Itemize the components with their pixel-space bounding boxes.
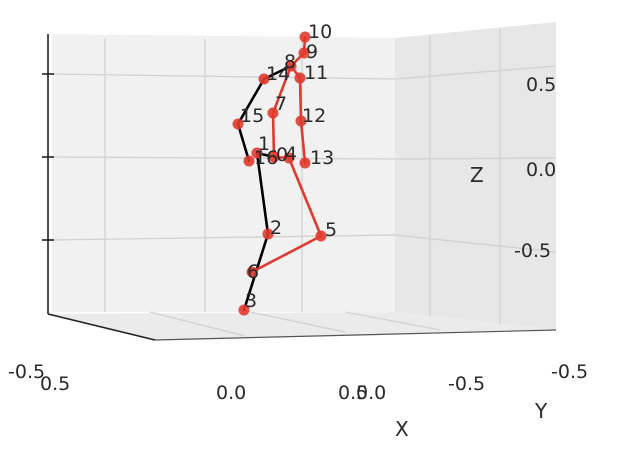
joint-label: 10	[308, 21, 332, 43]
back-pane-right	[395, 22, 556, 330]
axis-labels: X Y Z	[395, 163, 548, 441]
joint-marker	[294, 72, 306, 84]
axes-grid	[51, 29, 557, 337]
joint-label: 3	[245, 290, 257, 312]
joint-label: 0	[276, 144, 288, 166]
y-tick-label: 0.0	[356, 382, 386, 404]
z-axis-label: Z	[470, 163, 484, 187]
joint-marker	[243, 155, 255, 167]
joint-marker	[315, 230, 327, 242]
bone	[255, 151, 270, 236]
joint-marker	[268, 151, 280, 163]
joint-marker	[238, 304, 250, 316]
joint-label: 4	[285, 143, 297, 165]
joint-label: 16	[254, 147, 278, 169]
axes-spines	[42, 34, 557, 341]
axes-panes	[48, 22, 556, 340]
joint-label: 5	[325, 219, 337, 241]
grid-line	[51, 65, 557, 80]
grid-line	[149, 311, 246, 337]
joint-marker	[232, 118, 244, 130]
joint-marker	[285, 60, 297, 72]
joint-marker	[299, 31, 311, 43]
joint-marker	[251, 147, 263, 159]
joint-label: 7	[275, 93, 287, 115]
joint-label: 15	[240, 105, 264, 127]
grid-line	[51, 156, 557, 160]
joint-label: 11	[304, 62, 328, 84]
y-axis-label: Y	[534, 399, 548, 423]
y-axis-spine	[154, 329, 557, 341]
axes-ticks: 0.50.0-0.5-0.50.0 0.50.5 0.0 -0.5-0.5	[8, 74, 588, 404]
x-tick-label: 0.0	[216, 382, 246, 404]
bone	[287, 156, 323, 238]
x-axis-spine	[47, 313, 156, 341]
joint-label: 14	[266, 63, 290, 85]
back-pane-left	[52, 34, 395, 312]
joint-marker	[295, 115, 307, 127]
bone	[298, 76, 303, 123]
joint-marker	[267, 107, 279, 119]
joint-marker	[283, 152, 295, 164]
x-tick-label: 0.5	[338, 382, 368, 404]
bone	[236, 77, 266, 126]
x-axis-label: X	[395, 417, 409, 441]
joint-marker	[262, 228, 274, 240]
joint-label: 6	[247, 261, 259, 283]
grid-line	[249, 311, 346, 333]
joint-marker	[298, 47, 310, 59]
grid-line	[344, 311, 441, 331]
bone	[236, 122, 251, 163]
joint-label: 8	[284, 51, 296, 73]
bone	[250, 234, 323, 274]
y-tick-label: -0.5	[551, 361, 588, 383]
z-tick-label: -0.5	[514, 240, 551, 262]
joint-label: 1	[258, 133, 270, 155]
bone	[271, 64, 293, 115]
z-tick-label: 0.0	[526, 159, 556, 181]
joint-marker	[258, 73, 270, 85]
joint-label: 12	[302, 105, 326, 127]
grid-line	[51, 234, 557, 253]
bone	[299, 119, 307, 165]
y-tick-label: 0.5	[40, 373, 70, 395]
joint-marker	[299, 157, 311, 169]
joint-label: 9	[306, 41, 318, 63]
joint-label: 13	[310, 147, 334, 169]
z-tick-label: 0.5	[526, 74, 556, 96]
y-tick-label: -0.5	[448, 373, 485, 395]
bone	[271, 111, 276, 159]
joint-label: 2	[270, 217, 282, 239]
joint-marker	[246, 266, 258, 278]
x-tick-label: -0.5	[8, 361, 45, 383]
